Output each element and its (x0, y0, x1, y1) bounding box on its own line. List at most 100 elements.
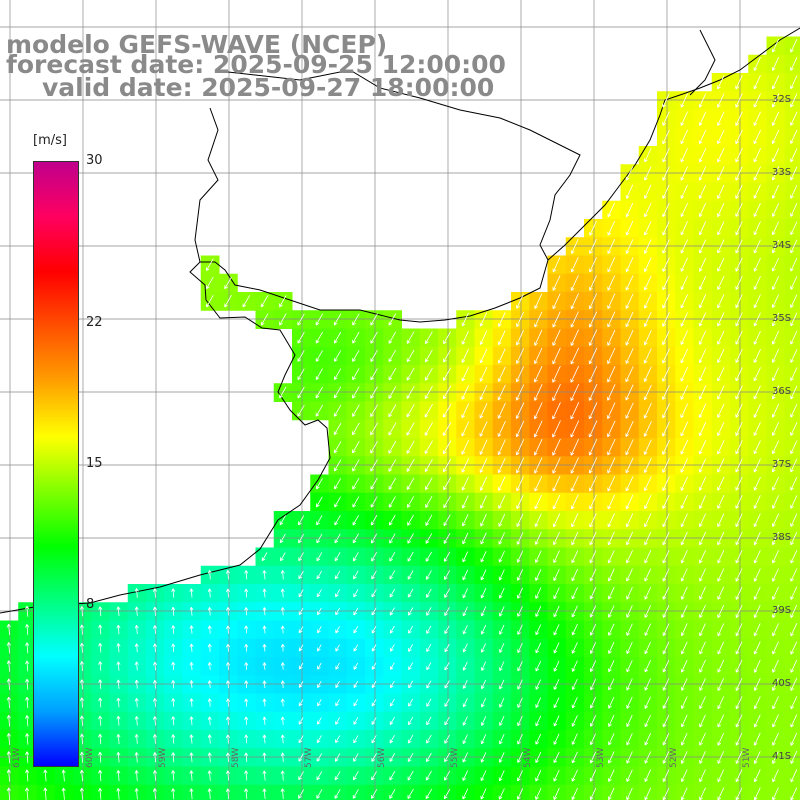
wind-arrow (280, 770, 285, 781)
wind-arrow (552, 494, 561, 510)
wind-arrow (735, 769, 743, 783)
wind-arrow (753, 550, 761, 564)
wind-arrow (206, 295, 214, 308)
wind-arrow (771, 38, 780, 53)
wind-arrow (443, 331, 452, 345)
wind-arrow (662, 439, 670, 455)
wind-arrow (134, 661, 139, 671)
wind-arrow (680, 476, 688, 491)
wind-arrow (462, 532, 469, 545)
wind-arrow (644, 586, 652, 600)
wind-arrow (443, 514, 451, 526)
wind-arrow (608, 696, 615, 709)
wind-arrow (699, 659, 706, 673)
wind-arrow (298, 515, 305, 526)
wind-arrow (680, 568, 688, 582)
wind-arrow (534, 494, 542, 510)
wind-arrow (771, 221, 780, 236)
wind-arrow (98, 642, 103, 653)
wind-arrow (189, 625, 194, 634)
wind-arrow (553, 660, 560, 672)
wind-arrow (462, 770, 469, 781)
wind-arrow (570, 293, 579, 310)
wind-arrow (553, 550, 560, 564)
wind-arrow (753, 385, 761, 400)
wind-arrow (333, 441, 342, 454)
wind-arrow (699, 751, 706, 764)
wind-arrow (680, 586, 688, 600)
wind-arrow (516, 494, 524, 510)
wind-arrow (607, 257, 616, 273)
wind-arrow (262, 680, 267, 689)
wind-arrow (790, 440, 798, 455)
wind-arrow (790, 148, 798, 163)
wind-arrow (717, 751, 725, 764)
wind-arrow (297, 404, 305, 417)
wind-arrow (662, 239, 670, 254)
wind-arrow (353, 626, 359, 634)
wind-arrow (6, 696, 11, 709)
wind-arrow (116, 661, 121, 671)
wind-speed-cell (474, 784, 494, 800)
wind-arrow (662, 494, 670, 510)
wind-arrow (771, 312, 780, 327)
wind-arrow (735, 403, 743, 418)
wind-arrow (298, 552, 304, 562)
wind-arrow (607, 586, 615, 600)
wind-arrow (608, 751, 615, 764)
wind-arrow (698, 330, 707, 345)
wind-arrow (534, 384, 543, 401)
wind-arrow (515, 384, 525, 401)
wind-arrow (479, 439, 488, 455)
wind-arrow (680, 275, 688, 291)
wind-arrow (662, 166, 670, 181)
wind-arrow (607, 384, 616, 401)
wind-arrow (534, 531, 542, 545)
wind-arrow (717, 732, 725, 746)
wind-arrow (589, 787, 597, 800)
wind-arrow (371, 735, 377, 744)
wind-arrow (552, 275, 561, 291)
wind-arrow (517, 770, 523, 782)
wind-arrow (771, 330, 780, 345)
wind-arrow (680, 751, 688, 764)
wind-arrow (570, 402, 580, 420)
wind-arrow (371, 533, 378, 544)
wind-arrow (444, 625, 450, 634)
wind-arrow (698, 403, 707, 418)
wind-speed-cell (492, 784, 512, 800)
wind-arrow (717, 604, 725, 619)
wind-arrow (790, 239, 798, 254)
wind-arrow (626, 568, 633, 582)
wind-arrow (570, 329, 579, 346)
wind-arrow (753, 421, 761, 436)
wind-arrow (644, 733, 651, 746)
wind-arrow (643, 402, 652, 419)
wind-arrow (171, 734, 176, 744)
wind-arrow (644, 751, 652, 764)
wind-arrow (790, 641, 798, 655)
wind-arrow (425, 496, 433, 508)
wind-arrow (662, 623, 670, 637)
wind-arrow (297, 313, 305, 326)
wind-arrow (444, 662, 450, 671)
wind-arrow (571, 715, 578, 727)
wind-arrow (753, 458, 761, 473)
wind-arrow (553, 568, 560, 582)
wind-arrow (262, 788, 267, 800)
wind-arrow (280, 680, 285, 689)
wind-arrow (262, 752, 267, 762)
wind-arrow (698, 129, 707, 145)
wind-arrow (207, 752, 212, 763)
wind-arrow (790, 495, 798, 509)
wind-arrow (699, 769, 706, 783)
wind-speed-cell (146, 784, 165, 800)
wind-arrow (352, 441, 360, 454)
wind-arrow (699, 714, 706, 728)
wind-arrow (626, 605, 633, 618)
wind-arrow (244, 734, 249, 744)
wind-arrow (680, 732, 688, 746)
wind-arrow (643, 330, 652, 346)
wind-arrow (425, 570, 432, 580)
wind-arrow (407, 752, 414, 762)
